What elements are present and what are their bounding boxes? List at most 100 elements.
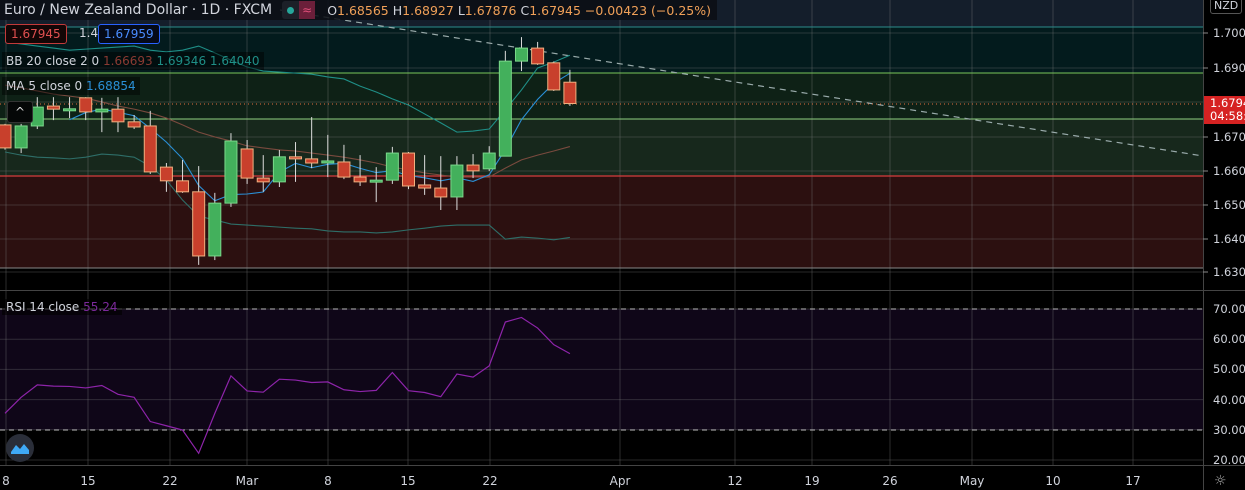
sell-button[interactable]: 1.67945 [5,24,67,44]
candle-body [321,160,335,164]
tradingview-logo-icon[interactable] [6,434,34,462]
candle [159,162,173,192]
candle [256,155,270,192]
chevron-up-icon: ^ [14,105,26,119]
change-value: −0.00423 (−0.25%) [584,2,711,18]
zone-green-upper [0,73,1203,119]
candle [289,142,303,182]
axis-ticks [1203,32,1208,273]
rsi-series [4,316,571,455]
time-axis-label: 17 [1125,474,1141,488]
rsi-legend[interactable]: RSI 14 close 55.24 [2,299,122,315]
collapse-legend-button[interactable]: ^ [7,101,33,123]
candle-body [30,106,44,127]
candle [46,97,60,121]
candle-body [563,81,577,104]
candle-body [0,124,12,149]
buy-button[interactable]: 1.67959 [98,24,160,44]
candle [0,123,12,150]
rsi-axis-label: 60.00 [1213,332,1245,347]
candle [498,50,512,157]
candle [111,97,125,133]
trend-line[interactable] [279,9,1204,157]
candle [224,133,238,207]
time-axis-label: May [959,474,985,488]
candle [63,97,77,119]
price-axis-label: 1.69000 [1213,61,1245,75]
symbol-title[interactable]: Euro / New Zealand Dollar · 1D · FXCM [4,2,273,18]
candle-body [192,191,206,257]
time-axis-label: 15 [80,474,96,488]
time-axis-label: Apr [609,474,631,488]
candle-body [176,180,190,193]
rsi-band [0,309,1203,430]
price-axis-label: 1.67000 [1213,130,1245,144]
settings-gear-icon[interactable]: ☼ [1214,473,1227,489]
candle-body [272,156,286,183]
candle-body [434,187,448,198]
candle-body [63,108,77,112]
visibility-toggle[interactable]: ≈ [282,1,316,19]
candle [208,192,222,261]
candle-body [482,152,496,170]
candle [176,159,190,193]
rsi-axis-label: 50.00 [1213,362,1245,377]
rsi-value: 55.24 [83,300,118,314]
candle [321,134,335,178]
candle-body [127,121,141,128]
time-axis-label: 8 [2,474,10,488]
candle-body [95,108,109,113]
time-axis-label: 19 [804,474,820,488]
candle-body [353,176,367,183]
time-axis-label: 22 [482,474,498,488]
bb-lower-value: 1.64040 [209,54,260,68]
candle-body [224,140,238,204]
candle [402,152,415,190]
price-axis-label: 1.63000 [1213,265,1245,279]
high-value: 1.68927 [402,2,454,18]
currency-label[interactable]: NZD [1210,0,1243,14]
candle-body [369,179,383,183]
candle-body [143,125,157,173]
rsi-axis-label: 30.00 [1213,422,1245,437]
candle-body [305,158,319,164]
candle [385,146,399,184]
candle [95,97,109,133]
candle [240,140,254,184]
time-axis-label: Mar [235,474,259,488]
candle-body [547,62,561,91]
price-axis-label: 1.70000 [1213,26,1245,40]
candle [547,61,561,91]
bb-upper-line [4,41,571,133]
ohlc-readout: O1.68565 H1.68927 L1.67876 C1.67945 −0.0… [327,2,711,18]
bb-basis-value: 1.66693 [103,54,153,68]
spread-value: 1.4 [79,26,99,40]
time-axis-label: 22 [162,474,178,488]
symbol-legend[interactable]: Euro / New Zealand Dollar · 1D · FXCM ≈ … [0,0,717,20]
candle [514,37,528,72]
candle [466,154,480,179]
candle-body [79,97,93,113]
candle-body [450,164,464,198]
candle [337,144,351,180]
zone-green-lower [0,119,1203,176]
last-price-tag: 1.67945 04:58:45 [1204,96,1245,124]
candle [305,117,319,169]
candle [14,123,28,154]
open-value: 1.68565 [337,2,389,18]
candle [143,110,157,174]
candle-body [514,47,528,62]
ma-legend[interactable]: MA 5 close 0 1.68854 [2,77,140,95]
zone-resistance [0,27,1203,73]
close-value: 1.67945 [529,2,581,18]
candle-body [418,184,432,189]
price-axis-label: 1.64000 [1213,232,1245,246]
bb-legend[interactable]: BB 20 close 2 0 1.66693 1.69346 1.64040 [2,52,264,70]
candle [434,156,448,210]
candle-body [240,148,254,179]
wave-icon: ≈ [299,1,316,19]
candle-body [289,156,303,160]
bb-label: BB 20 close 2 0 [6,54,100,68]
price-axis-label: 1.66000 [1213,164,1245,178]
